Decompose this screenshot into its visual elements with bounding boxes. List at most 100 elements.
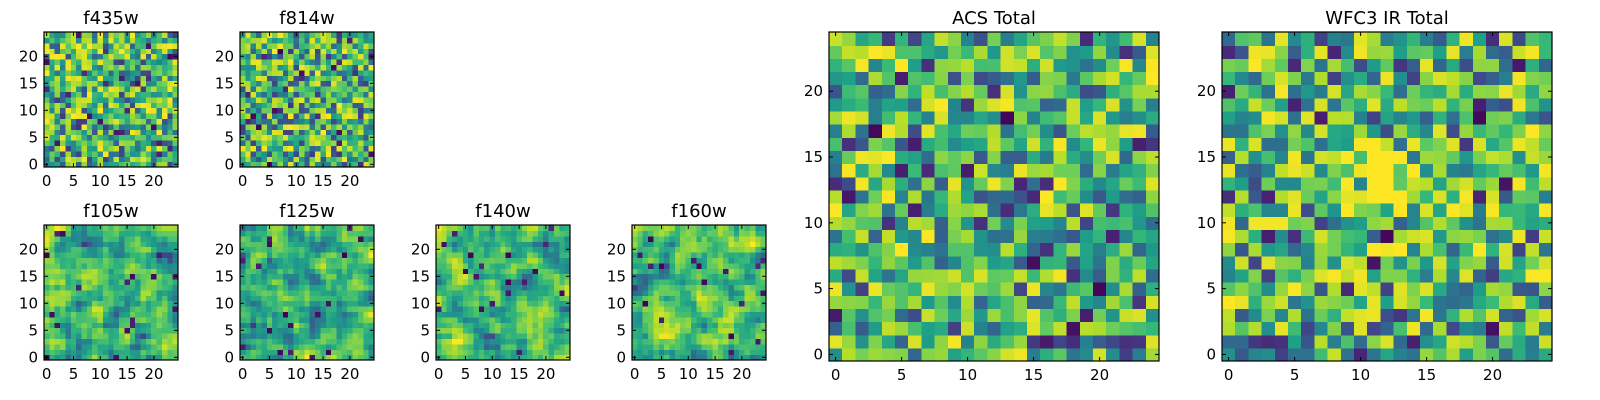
heatmap-cell: [245, 327, 252, 334]
heatmap-cell: [717, 316, 724, 323]
heatmap-cell: [49, 225, 56, 231]
heatmap-cell: [250, 235, 257, 242]
heatmap-cell: [680, 235, 687, 242]
heatmap-cell: [320, 156, 327, 163]
heatmap-cell: [1459, 295, 1474, 309]
heatmap-cell: [341, 279, 348, 285]
heatmap-cell: [81, 252, 88, 258]
heatmap-cell: [680, 300, 687, 307]
heatmap-cell: [272, 145, 279, 152]
heatmap-cell: [1499, 242, 1513, 257]
heatmap-cell: [266, 268, 273, 275]
heatmap-cell: [548, 252, 555, 258]
heatmap-cell: [250, 156, 257, 163]
heatmap-cell: [140, 273, 147, 280]
heatmap-cell: [543, 300, 550, 307]
heatmap-cell: [140, 311, 147, 318]
heatmap-cell: [462, 311, 469, 318]
heatmap-cell: [642, 295, 649, 302]
heatmap-cell: [304, 150, 311, 157]
heatmap-cell: [446, 225, 453, 231]
heatmap-cell: [1093, 176, 1107, 191]
heatmap-cell: [1013, 203, 1028, 217]
heatmap-cell: [1053, 58, 1068, 73]
heatmap-cell: [723, 279, 730, 285]
heatmap-cell: [1235, 242, 1249, 257]
heatmap-cell: [1235, 203, 1249, 217]
heatmap-cell: [81, 311, 88, 318]
heatmap-cell: [81, 156, 88, 163]
heatmap-cell: [1274, 295, 1289, 309]
heatmap-cell: [701, 300, 708, 307]
heatmap-cell: [664, 252, 671, 258]
heatmap-cell: [548, 338, 555, 345]
heatmap-cell: [309, 273, 316, 280]
heatmap-cell: [658, 300, 665, 307]
heatmap-cell: [113, 156, 120, 163]
heatmap-cell: [282, 37, 289, 44]
heatmap-cell: [256, 53, 263, 60]
heatmap-cell: [987, 124, 1002, 138]
heatmap-cell: [161, 295, 168, 302]
heatmap-cell: [167, 48, 174, 55]
heatmap-cell: [245, 42, 252, 49]
heatmap-cell: [1079, 229, 1094, 244]
heatmap-cell: [124, 69, 131, 76]
heatmap-cell: [908, 71, 922, 86]
heatmap-cell: [293, 343, 300, 350]
heatmap-cell: [1013, 321, 1028, 336]
heatmap-cell: [637, 306, 644, 312]
heatmap-cell: [129, 64, 136, 71]
heatmap-cell: [320, 241, 327, 248]
heatmap-cell: [690, 354, 697, 361]
heatmap-cell: [1538, 216, 1553, 230]
heatmap-cell: [921, 189, 936, 204]
heatmap-cell: [987, 242, 1002, 257]
heatmap-cell: [368, 257, 375, 264]
heatmap-cell: [680, 273, 687, 280]
heatmap-cell: [934, 255, 949, 270]
heatmap-cell: [161, 145, 168, 152]
heatmap-cell: [54, 156, 61, 163]
heatmap-cell: [357, 150, 364, 157]
heatmap-cell: [331, 69, 338, 76]
heatmap-cell: [500, 268, 507, 275]
heatmap-cell: [304, 289, 311, 296]
heatmap-cell: [521, 306, 528, 312]
heatmap-cell: [309, 134, 316, 141]
heatmap-cell: [113, 235, 120, 242]
heatmap-cell: [1235, 308, 1249, 323]
heatmap-cell: [548, 311, 555, 318]
heatmap-cell: [60, 343, 67, 350]
heatmap-cell: [723, 354, 730, 361]
heatmap-cell: [86, 59, 93, 65]
heatmap-cell: [113, 284, 120, 291]
heatmap-cell: [1472, 203, 1487, 217]
heatmap-cell: [690, 235, 697, 242]
heatmap-cell: [261, 257, 268, 264]
heatmap-cell: [70, 262, 77, 269]
heatmap-cell: [108, 333, 115, 339]
heatmap-cell: [331, 279, 338, 285]
heatmap-cell: [70, 96, 77, 103]
heatmap-cell: [974, 255, 988, 270]
axes-frame: [43, 31, 179, 168]
heatmap-cell: [642, 279, 649, 285]
heatmap-cell: [632, 338, 638, 345]
heatmap-cell: [728, 284, 735, 291]
heatmap-cell: [1525, 242, 1540, 257]
heatmap-cell: [749, 327, 756, 334]
heatmap-cell: [256, 42, 263, 49]
heatmap-cell: [436, 289, 442, 296]
heatmap-cell: [245, 246, 252, 253]
heatmap-cell: [331, 102, 338, 109]
heatmap-cell: [1145, 189, 1160, 204]
heatmap-cell: [336, 134, 343, 141]
heatmap-cell: [102, 161, 109, 168]
heatmap-cell: [712, 284, 719, 291]
heatmap-cell: [315, 42, 321, 49]
heatmap-cell: [102, 80, 109, 87]
heatmap-cell: [282, 86, 289, 92]
heatmap-cell: [934, 282, 949, 296]
heatmap-cell: [315, 295, 321, 302]
